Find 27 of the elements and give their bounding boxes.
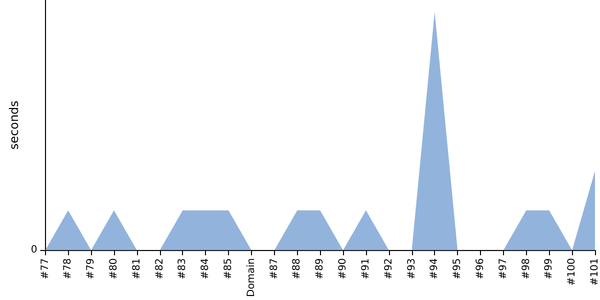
- x-tick-label: #96: [474, 258, 486, 280]
- x-tick-label: #99: [544, 258, 555, 280]
- x-tick-label: #82: [154, 258, 166, 280]
- x-tick-label: #85: [223, 258, 234, 280]
- x-tick-label: #80: [108, 258, 120, 280]
- x-tick-label: Domain: [246, 258, 257, 298]
- x-tick-label: #89: [314, 258, 326, 280]
- x-tick-label: #92: [383, 258, 394, 280]
- x-tick-label: #97: [498, 258, 509, 280]
- x-tick-label: #93: [406, 258, 418, 280]
- x-tick-label: #90: [338, 258, 349, 280]
- x-tick-label: #78: [62, 258, 74, 280]
- x-tick-label: #94: [429, 258, 440, 280]
- x-tick-label: #81: [131, 258, 142, 280]
- x-tick-label: #91: [360, 258, 372, 280]
- x-tick-label: #79: [86, 258, 97, 280]
- text: 0: [30, 244, 38, 256]
- x-tick-label: #98: [520, 258, 532, 280]
- x-tick-label: #100: [566, 258, 578, 286]
- x-tick-label: #101: [590, 258, 600, 286]
- x-tick-label: #88: [292, 258, 303, 280]
- x-tick-label: #84: [200, 258, 212, 280]
- x-tick-label: #87: [268, 258, 280, 280]
- x-tick-label: #83: [177, 258, 188, 280]
- y-axis-title: seconds: [7, 100, 21, 150]
- x-tick-label: #77: [40, 258, 51, 280]
- x-tick-label: #95: [452, 258, 464, 280]
